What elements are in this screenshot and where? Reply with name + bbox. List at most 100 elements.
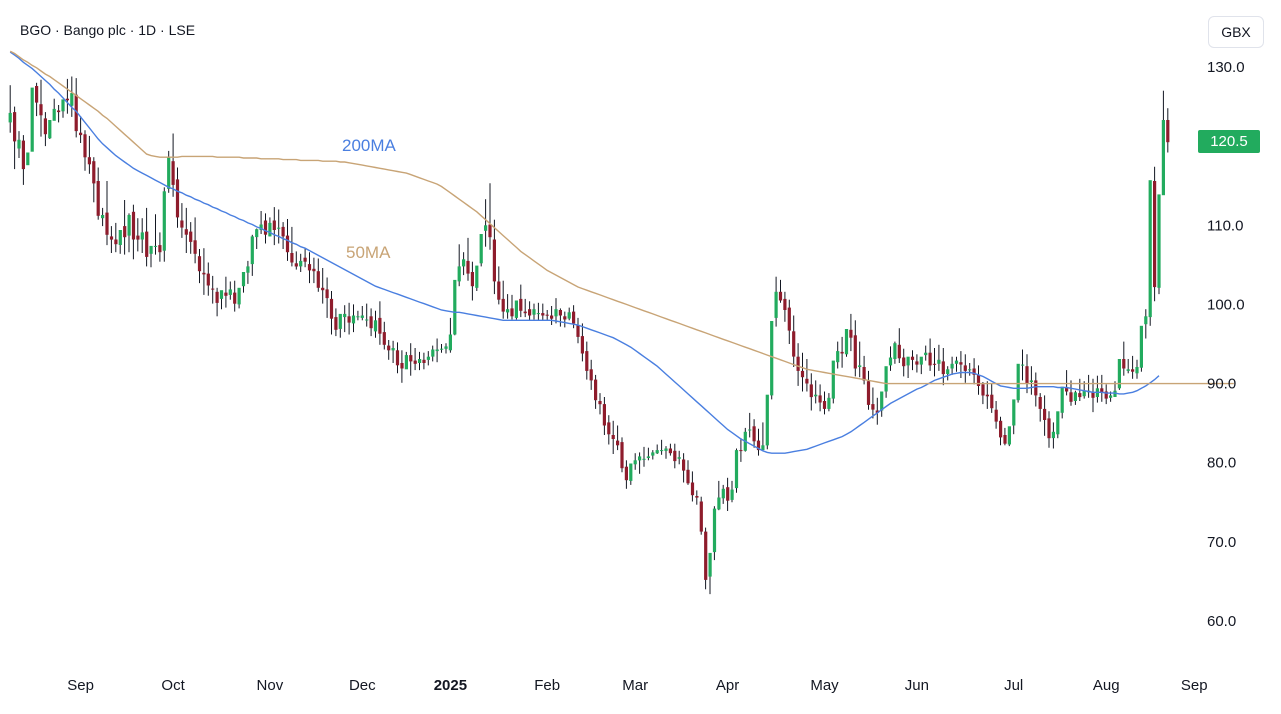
candle-body-up xyxy=(924,352,928,356)
candle xyxy=(57,105,61,123)
candle-body-up xyxy=(532,309,536,315)
candle-body-down xyxy=(915,361,919,365)
candle-body-up xyxy=(717,497,721,510)
candle xyxy=(109,226,114,253)
candle-body-up xyxy=(140,232,144,240)
candle-body-up xyxy=(642,458,646,460)
candle-body-down xyxy=(563,316,567,320)
candle-body-down xyxy=(545,314,549,316)
candle-body-down xyxy=(492,239,496,282)
candle-body-down xyxy=(668,448,672,454)
candle-body-down xyxy=(193,240,197,254)
candle-body-down xyxy=(329,298,334,319)
candle-body-up xyxy=(30,87,34,152)
candle-body-down xyxy=(695,496,699,498)
candle-body-up xyxy=(70,93,74,106)
candle xyxy=(26,152,30,166)
candle xyxy=(158,232,162,262)
candle xyxy=(532,303,536,320)
candle xyxy=(594,374,598,409)
candle xyxy=(1025,354,1029,394)
candle-body-up xyxy=(844,329,849,355)
candle xyxy=(968,363,972,376)
candle-body-up xyxy=(506,309,510,313)
candle-body-down xyxy=(422,359,426,363)
candle-body-up xyxy=(765,394,769,446)
candle xyxy=(17,131,21,158)
candle xyxy=(338,313,342,338)
candle xyxy=(43,112,47,147)
candle xyxy=(1139,325,1143,372)
candle-body-up xyxy=(554,309,558,317)
candle xyxy=(281,222,285,249)
candle xyxy=(149,245,153,268)
candle xyxy=(83,130,87,171)
candle xyxy=(765,394,769,450)
candle-body-down xyxy=(35,86,39,103)
candle xyxy=(1157,194,1161,295)
candle xyxy=(123,200,127,255)
candle xyxy=(752,419,756,448)
candle-body-up xyxy=(1148,180,1152,318)
candle-body-down xyxy=(294,263,298,267)
candle xyxy=(246,260,250,284)
candle xyxy=(241,272,246,293)
candle xyxy=(1131,355,1135,379)
candle xyxy=(329,291,334,335)
candle xyxy=(950,356,954,375)
price-tick-label: 110.0 xyxy=(1207,217,1243,234)
candle xyxy=(717,480,721,511)
candle-body-up xyxy=(567,312,571,319)
candle-body-up xyxy=(338,313,342,329)
candle-body-down xyxy=(303,257,307,262)
candle xyxy=(827,393,831,412)
candle xyxy=(387,340,391,360)
candle-body-down xyxy=(783,298,787,310)
candle xyxy=(263,213,268,244)
candle-body-down xyxy=(409,355,413,362)
candle xyxy=(145,207,149,267)
candle-body-down xyxy=(690,482,695,496)
candle xyxy=(796,343,800,386)
candle xyxy=(466,237,470,281)
currency-button[interactable]: GBX xyxy=(1208,16,1264,48)
candle-body-up xyxy=(1056,411,1060,435)
candle-body-down xyxy=(928,352,932,366)
candle-body-up xyxy=(1082,390,1086,397)
candle-body-down xyxy=(43,118,47,135)
candle xyxy=(1038,393,1042,422)
candle xyxy=(96,167,100,220)
candle-body-down xyxy=(1025,366,1029,384)
candle-body-down xyxy=(866,381,871,405)
candle xyxy=(541,303,545,321)
candle xyxy=(105,181,109,246)
candle xyxy=(726,477,730,511)
candle xyxy=(739,438,743,462)
candle-body-up xyxy=(162,191,166,251)
candle xyxy=(633,453,637,470)
candle xyxy=(462,252,466,276)
candle-body-down xyxy=(941,361,945,375)
candle-body-up xyxy=(651,452,655,456)
candle xyxy=(607,415,611,445)
candle xyxy=(426,351,430,366)
candle xyxy=(1117,359,1121,390)
candle xyxy=(682,453,686,483)
candle-body-down xyxy=(686,469,690,484)
candle-body-up xyxy=(1139,325,1143,368)
candle-body-down xyxy=(840,351,844,354)
candle-body-up xyxy=(1021,364,1025,366)
candle xyxy=(1091,378,1095,413)
time-tick-label: Oct xyxy=(161,677,185,694)
time-tick-label: Aug xyxy=(1093,677,1120,694)
candle xyxy=(514,300,518,320)
candle-body-down xyxy=(382,332,386,345)
candle xyxy=(809,373,813,411)
candle-body-down xyxy=(792,331,796,357)
candle-body-down xyxy=(325,289,329,299)
candle xyxy=(999,416,1003,446)
time-axis[interactable]: Sep Oct Nov Dec 2025 Feb Mar Apr May Jun Jul Aug Sep xyxy=(67,677,1207,694)
candle xyxy=(501,280,505,319)
candle xyxy=(510,294,514,320)
